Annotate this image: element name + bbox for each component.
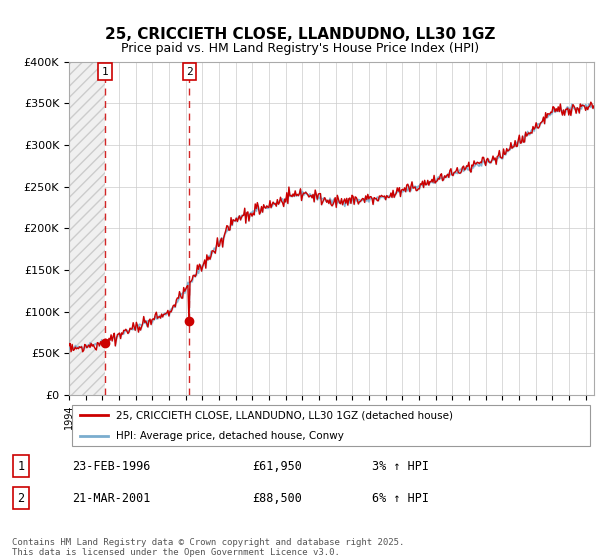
Text: Contains HM Land Registry data © Crown copyright and database right 2025.
This d: Contains HM Land Registry data © Crown c… bbox=[12, 538, 404, 557]
Text: 2: 2 bbox=[17, 492, 25, 505]
Text: 25, CRICCIETH CLOSE, LLANDUDNO, LL30 1GZ (detached house): 25, CRICCIETH CLOSE, LLANDUDNO, LL30 1GZ… bbox=[116, 410, 453, 421]
Text: £61,950: £61,950 bbox=[252, 460, 302, 473]
Text: 23-FEB-1996: 23-FEB-1996 bbox=[72, 460, 151, 473]
Text: £88,500: £88,500 bbox=[252, 492, 302, 505]
Text: Price paid vs. HM Land Registry's House Price Index (HPI): Price paid vs. HM Land Registry's House … bbox=[121, 42, 479, 55]
Text: 25, CRICCIETH CLOSE, LLANDUDNO, LL30 1GZ: 25, CRICCIETH CLOSE, LLANDUDNO, LL30 1GZ bbox=[105, 27, 495, 42]
FancyBboxPatch shape bbox=[71, 405, 590, 446]
Text: 3% ↑ HPI: 3% ↑ HPI bbox=[372, 460, 429, 473]
Text: 6% ↑ HPI: 6% ↑ HPI bbox=[372, 492, 429, 505]
Text: HPI: Average price, detached house, Conwy: HPI: Average price, detached house, Conw… bbox=[116, 431, 344, 441]
Text: 21-MAR-2001: 21-MAR-2001 bbox=[72, 492, 151, 505]
Text: 1: 1 bbox=[17, 460, 25, 473]
Text: 1: 1 bbox=[101, 67, 108, 77]
Text: 2: 2 bbox=[186, 67, 193, 77]
